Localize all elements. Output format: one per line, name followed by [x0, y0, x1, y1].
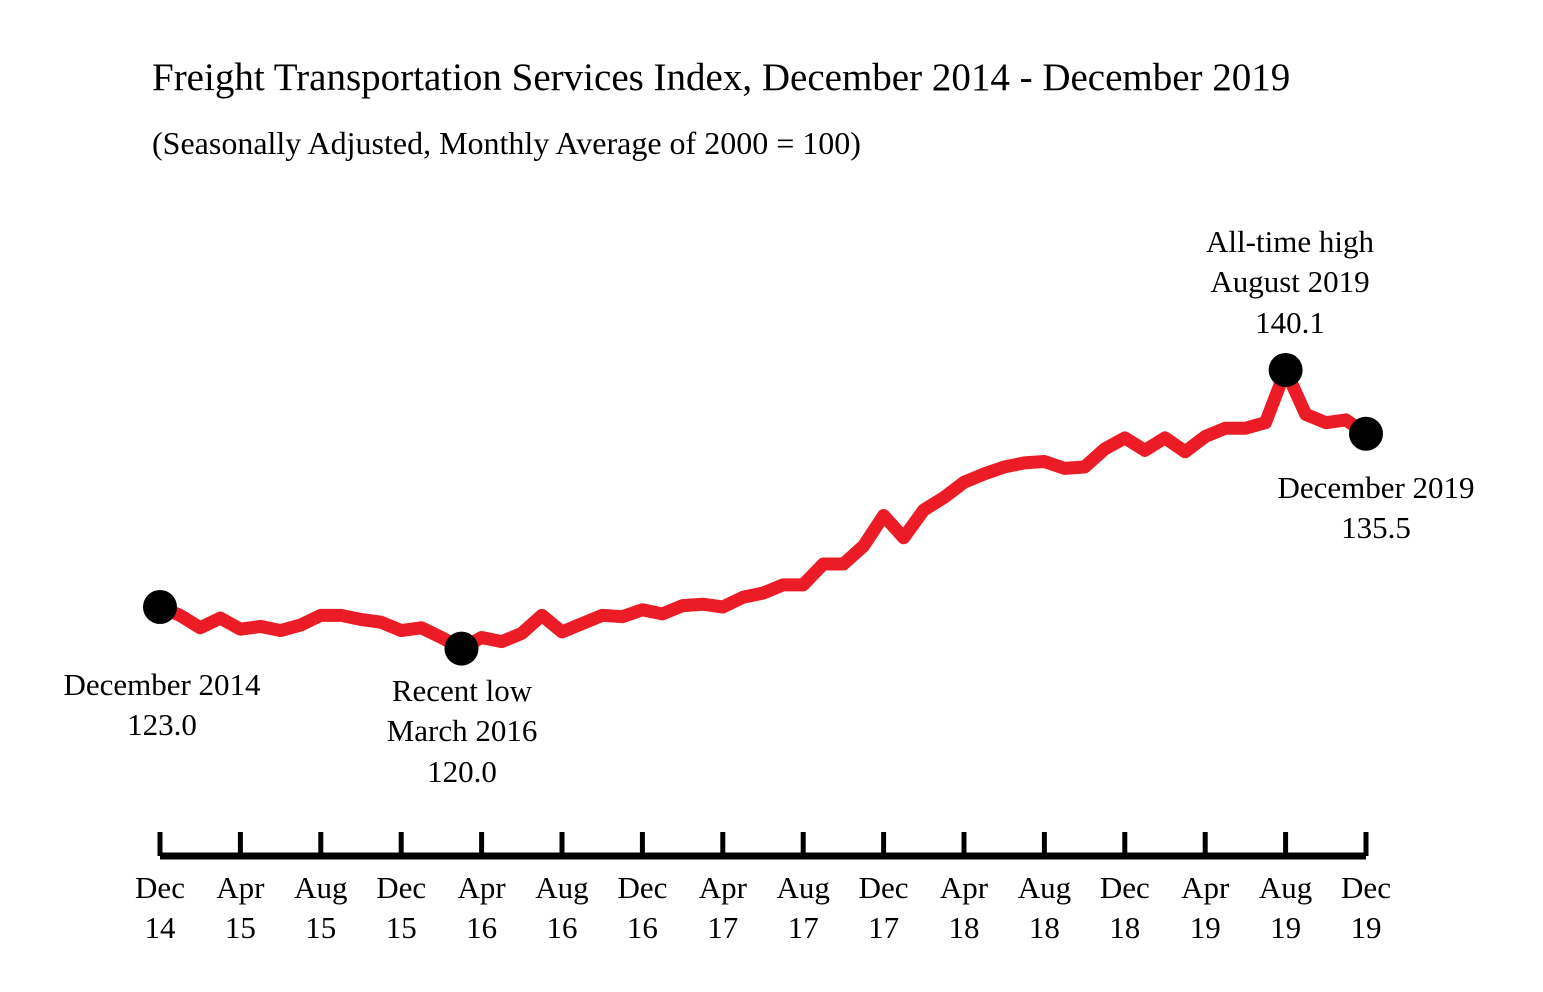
x-tick-year: 15: [305, 910, 337, 946]
x-tick-month: Dec: [135, 870, 185, 905]
x-tick-year: 18: [1109, 910, 1141, 946]
data-point-marker-high: [1268, 353, 1303, 387]
freight-index-series: [153, 363, 1373, 656]
x-tick-month: Aug: [1017, 870, 1072, 905]
annotation-low-value: 120.0: [427, 753, 497, 789]
x-tick-year: 16: [466, 910, 498, 946]
highlight-markers: [143, 353, 1383, 666]
annotation-december-2019: December 2019 135.5: [1256, 468, 1496, 549]
x-tick-label-apr-16: Apr 16: [422, 868, 542, 949]
x-tick-month: Apr: [457, 870, 506, 905]
x-tick-label-dec-15: Dec 15: [341, 868, 461, 949]
x-tick-month: Aug: [1258, 870, 1313, 905]
x-tick-label-apr-19: Apr 19: [1145, 868, 1265, 949]
x-tick-month: Dec: [858, 870, 909, 905]
x-tick-month: Aug: [294, 870, 348, 905]
x-tick-label-aug-15: Aug 15: [261, 868, 381, 949]
x-tick-label-dec-17: Dec 17: [824, 868, 944, 949]
x-tick-label-aug-17: Aug 17: [743, 868, 863, 949]
x-tick-year: 18: [1028, 910, 1060, 946]
annotation-low-label: Recent low: [391, 673, 533, 708]
data-point-marker-start: [143, 590, 177, 624]
x-tick-label-dec-19: Dec 19: [1306, 868, 1426, 949]
annotation-all-time-high: All-time high August 2019 140.1: [1185, 222, 1395, 343]
x-tick-year: 16: [546, 910, 578, 946]
x-tick-year: 17: [868, 910, 900, 946]
annotation-end-label: December 2019: [1277, 470, 1475, 505]
annotation-low-date: March 2016: [386, 713, 538, 749]
x-tick-year: 15: [224, 910, 256, 946]
x-tick-year: 19: [1189, 910, 1221, 946]
x-tick-year: 19: [1270, 910, 1302, 946]
x-tick-label-dec-14: Dec 14: [100, 868, 220, 949]
x-tick-label-apr-15: Apr 15: [180, 868, 300, 949]
x-tick-year: 17: [787, 910, 819, 946]
page-title: Freight Transportation Services Index, D…: [152, 56, 1291, 99]
x-tick-month: Aug: [535, 870, 589, 905]
annotation-high-label: All-time high: [1206, 224, 1374, 259]
x-tick-year: 16: [626, 910, 658, 946]
data-point-marker-end: [1349, 416, 1383, 451]
annotation-december-2014: December 2014 123.0: [42, 665, 282, 746]
x-tick-month: Apr: [698, 870, 747, 905]
x-tick-month: Dec: [1341, 870, 1391, 905]
x-tick-month: Dec: [376, 870, 427, 905]
x-tick-label-dec-16: Dec 16: [582, 868, 702, 949]
x-tick-month: Apr: [939, 870, 989, 905]
chart-subtitle: (Seasonally Adjusted, Monthly Average of…: [152, 125, 861, 161]
x-tick-year: 18: [948, 910, 980, 946]
x-tick-year: 14: [144, 910, 176, 946]
series-line: [153, 363, 1373, 656]
x-tick-month: Dec: [617, 870, 668, 905]
x-tick-label-aug-18: Aug 18: [984, 868, 1104, 949]
x-tick-month: Dec: [1099, 870, 1150, 905]
x-tick-month: Apr: [1181, 870, 1230, 905]
x-tick-label-dec-18: Dec 18: [1065, 868, 1185, 949]
x-tick-month: Apr: [216, 870, 265, 905]
annotation-recent-low: Recent low March 2016 120.0: [372, 671, 552, 792]
x-axis: [157, 832, 1369, 860]
x-tick-year: 15: [385, 910, 417, 946]
x-tick-label-apr-18: Apr 18: [904, 868, 1024, 949]
data-point-marker-low: [444, 631, 479, 666]
annotation-end-value: 135.5: [1341, 510, 1411, 546]
x-tick-label-apr-17: Apr 17: [663, 868, 783, 949]
x-tick-month: Aug: [776, 870, 830, 905]
x-tick-year: 17: [707, 910, 739, 946]
annotation-start-value: 123.0: [127, 707, 197, 743]
annotation-high-value: 140.1: [1255, 304, 1325, 340]
x-tick-year: 19: [1350, 910, 1382, 946]
annotation-high-date: August 2019: [1210, 264, 1370, 300]
x-tick-label-aug-16: Aug 16: [502, 868, 622, 949]
x-tick-label-aug-19: Aug 19: [1226, 868, 1346, 949]
annotation-start-label: December 2014: [63, 667, 261, 702]
